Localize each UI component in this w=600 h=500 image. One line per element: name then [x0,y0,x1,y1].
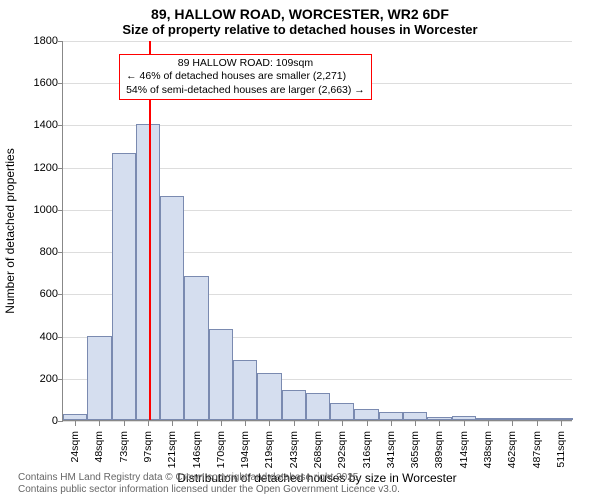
footnote-line2: Contains public sector information licen… [18,484,400,496]
histogram-bar [184,276,208,420]
histogram-bar [500,418,524,420]
y-tick-mark [58,252,63,253]
x-tick-mark [148,421,149,426]
x-tick-mark [221,421,222,426]
chart-title-block: 89, HALLOW ROAD, WORCESTER, WR2 6DF Size… [0,0,600,37]
x-tick-label: 462sqm [506,431,518,491]
y-tick-mark [58,337,63,338]
y-tick-mark [58,83,63,84]
y-tick-mark [58,294,63,295]
histogram-bar [63,414,87,420]
chart-title-subtitle: Size of property relative to detached ho… [0,22,600,37]
x-tick-mark [318,421,319,426]
histogram-bar [282,390,306,420]
y-tick-label: 1800 [18,35,58,47]
x-tick-mark [294,421,295,426]
x-tick-mark [561,421,562,426]
x-tick-mark [75,421,76,426]
x-tick-mark [512,421,513,426]
y-tick-mark [58,379,63,380]
y-tick-mark [58,125,63,126]
x-tick-label: 414sqm [458,431,470,491]
y-tick-mark [58,168,63,169]
histogram-bar [354,409,378,420]
y-tick-label: 1200 [18,162,58,174]
histogram-bar [379,412,403,420]
x-tick-mark [124,421,125,426]
x-tick-mark [269,421,270,426]
annotation-line3: 54% of semi-detached houses are larger (… [126,84,365,97]
histogram-bar [87,336,111,420]
x-tick-mark [391,421,392,426]
x-tick-label: 511sqm [555,431,567,491]
y-tick-label: 200 [18,373,58,385]
y-axis-label: Number of detached properties [3,148,17,313]
x-tick-mark [99,421,100,426]
chart-title-address: 89, HALLOW ROAD, WORCESTER, WR2 6DF [0,6,600,22]
y-tick-label: 800 [18,246,58,258]
y-tick-label: 1400 [18,119,58,131]
y-tick-label: 400 [18,331,58,343]
x-tick-mark [197,421,198,426]
histogram-bar [209,329,233,420]
x-tick-label: 487sqm [531,431,543,491]
histogram-bar [427,417,451,420]
y-tick-label: 0 [18,415,58,427]
y-tick-mark [58,210,63,211]
x-tick-mark [172,421,173,426]
histogram-bar [257,373,281,421]
annotation-line2: ← 46% of detached houses are smaller (2,… [126,70,365,83]
grid-line [63,41,572,42]
plot-area: 02004006008001000120014001600180024sqm48… [62,41,572,421]
chart-area: Number of detached properties 0200400600… [62,41,572,421]
x-tick-mark [537,421,538,426]
y-tick-label: 1000 [18,204,58,216]
x-tick-mark [367,421,368,426]
histogram-bar [403,412,427,420]
x-tick-mark [245,421,246,426]
y-tick-mark [58,41,63,42]
annotation-line1: 89 HALLOW ROAD: 109sqm [126,57,365,70]
x-tick-mark [464,421,465,426]
x-tick-label: 438sqm [482,431,494,491]
histogram-bar [112,153,136,420]
histogram-bar [330,403,354,420]
x-tick-mark [342,421,343,426]
histogram-bar [524,418,548,420]
annotation-box: 89 HALLOW ROAD: 109sqm← 46% of detached … [119,54,372,99]
footnote-line1: Contains HM Land Registry data © Crown c… [18,472,400,484]
footnote: Contains HM Land Registry data © Crown c… [18,472,400,496]
histogram-bar [233,360,257,420]
histogram-bar [476,418,500,420]
histogram-bar [160,196,184,420]
y-tick-label: 600 [18,288,58,300]
histogram-bar [306,393,330,420]
histogram-bar [549,418,573,420]
histogram-bar [452,416,476,420]
x-tick-mark [488,421,489,426]
y-tick-label: 1600 [18,77,58,89]
x-tick-mark [415,421,416,426]
y-tick-mark [58,421,63,422]
x-tick-mark [439,421,440,426]
